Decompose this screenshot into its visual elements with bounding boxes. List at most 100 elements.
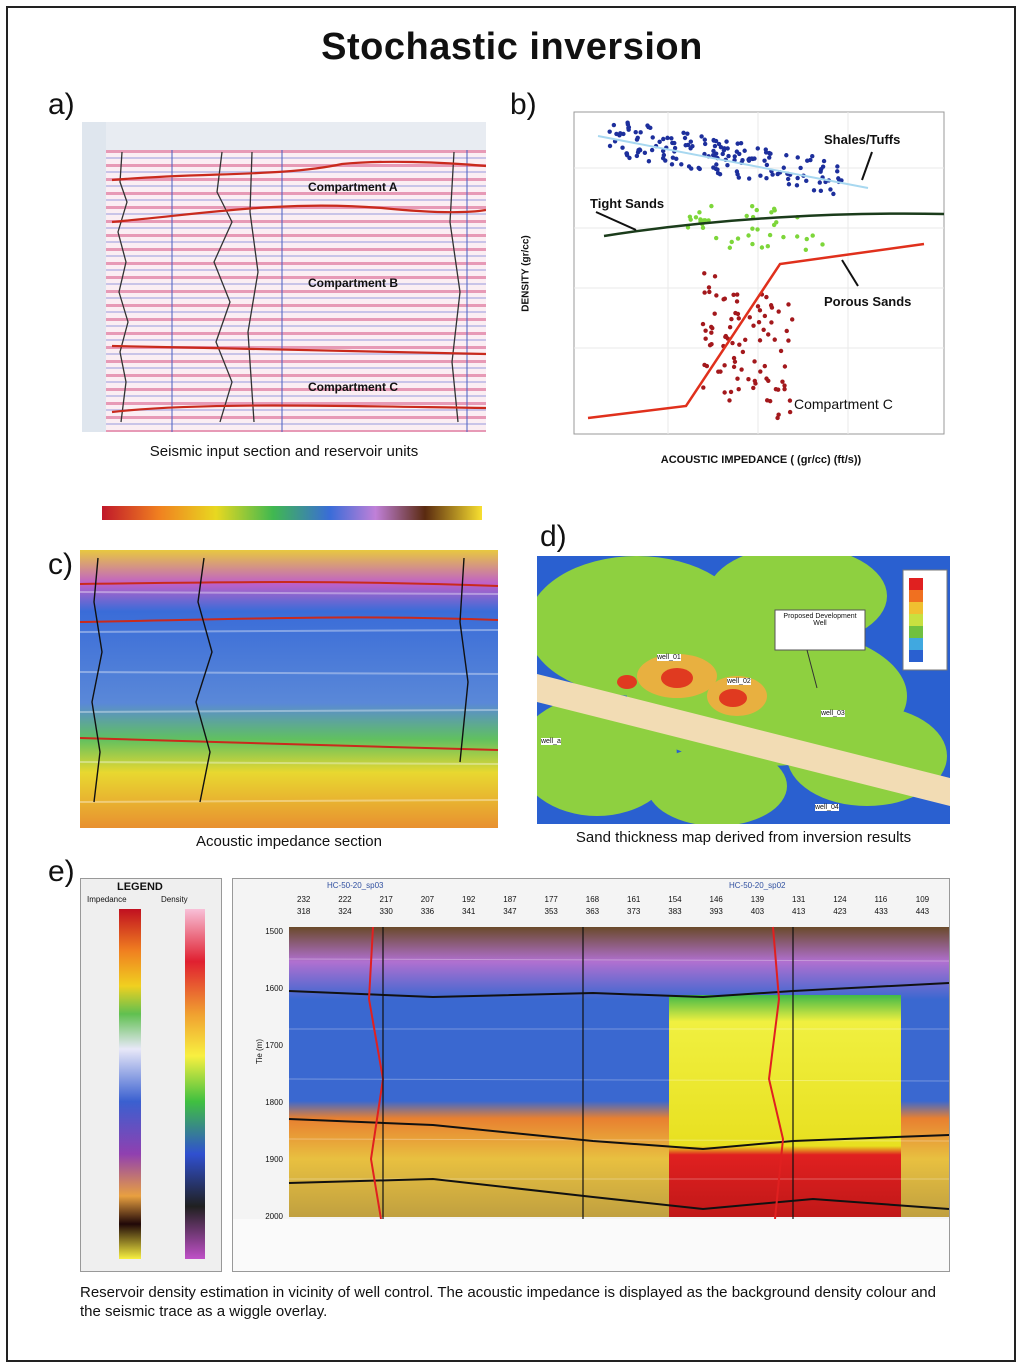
crossplot-point xyxy=(828,187,833,192)
cdp-number: 413 xyxy=(792,907,806,916)
crossplot-point xyxy=(687,214,693,219)
crossplot-point xyxy=(627,155,632,161)
crossplot-point xyxy=(767,155,772,160)
crossplot-point xyxy=(709,330,714,335)
crossplot-point xyxy=(794,183,800,188)
cdp-number: 318 xyxy=(297,907,311,916)
crossplot-point xyxy=(645,123,650,128)
crossplot-point xyxy=(723,334,728,340)
crossplot-point xyxy=(736,316,741,321)
crossplot-point xyxy=(638,130,643,135)
crossplot-point xyxy=(685,225,691,230)
crossplot-point xyxy=(637,147,642,152)
trace-number: 192 xyxy=(462,895,476,904)
crossplot-point xyxy=(728,389,734,395)
crossplot-point xyxy=(702,151,707,157)
trace-number: 124 xyxy=(833,895,847,904)
cdp-number: 341 xyxy=(462,907,476,916)
crossplot-point xyxy=(716,141,722,147)
depth-tick: 1700 xyxy=(265,1041,283,1050)
crossplot-point xyxy=(738,141,744,146)
crossplot-point xyxy=(681,130,686,135)
crossplot-point xyxy=(746,176,752,181)
crossplot-point xyxy=(805,158,810,163)
crossplot-point xyxy=(736,387,741,392)
map-well-02: well_02 xyxy=(727,678,751,685)
crossplot-point xyxy=(755,227,760,232)
trace-number: 187 xyxy=(503,895,517,904)
crossplot-point xyxy=(746,377,751,382)
crossplot-point xyxy=(764,176,769,181)
crossplot-point xyxy=(769,305,775,310)
crossplot-point xyxy=(732,154,737,159)
panel-e-caption: Reservoir density estimation in vicinity… xyxy=(80,1284,936,1320)
trace-number: 131 xyxy=(792,895,806,904)
crossplot-point xyxy=(649,147,655,153)
cdp-number: 353 xyxy=(544,907,558,916)
porous-sands-annotation: Porous Sands xyxy=(824,294,912,309)
crossplot-point xyxy=(669,136,674,141)
crossplot-point xyxy=(786,302,791,307)
crossplot-point xyxy=(817,180,822,185)
crossplot-point xyxy=(735,236,741,241)
crossplot-point xyxy=(752,359,757,364)
crossplot-point xyxy=(711,138,717,143)
trace-number: 154 xyxy=(668,895,682,904)
depth-tick: 1600 xyxy=(265,984,283,993)
legend-impedance-header: Impedance xyxy=(87,895,127,904)
crossplot-point xyxy=(679,162,684,167)
panel-d-label: d) xyxy=(540,520,567,553)
crossplot-point xyxy=(618,131,623,136)
trace-number: 217 xyxy=(379,895,393,904)
crossplot-point xyxy=(778,348,784,354)
crossplot-point xyxy=(685,131,690,136)
compartment-a-label: Compartment A xyxy=(308,180,398,194)
trace-number: 168 xyxy=(585,895,600,904)
legend-density-header: Density xyxy=(161,895,188,904)
crossplot-point xyxy=(704,363,710,369)
crossplot-y-axis-label: DENSITY (gr/cc) xyxy=(520,235,532,312)
crossplot-point xyxy=(700,321,706,327)
crossplot-point xyxy=(747,315,752,320)
crossplot-point xyxy=(758,173,763,178)
crossplot-point xyxy=(714,162,719,167)
trace-number: 139 xyxy=(750,895,765,904)
crossplot-point xyxy=(693,215,699,220)
crossplot-point xyxy=(757,338,763,343)
crossplot-point xyxy=(781,165,786,170)
depth-tick: 1800 xyxy=(265,1098,283,1107)
crossplot-point xyxy=(727,325,733,330)
crossplot-point xyxy=(784,153,789,158)
crossplot-point xyxy=(682,135,688,141)
crossplot-point xyxy=(804,178,809,184)
crossplot-point xyxy=(764,398,770,403)
crossplot-point xyxy=(646,159,652,164)
crossplot-point xyxy=(727,245,733,250)
crossplot-point xyxy=(722,390,727,395)
crossplot-point xyxy=(709,324,714,330)
panel-e-legend: LEGEND Impedance Density xyxy=(80,878,222,1272)
crossplot-point xyxy=(734,299,740,304)
depth-axis-label: Tie (m) xyxy=(255,1038,265,1065)
trace-number: 161 xyxy=(627,895,641,904)
crossplot-point xyxy=(725,162,730,168)
crossplot-point xyxy=(707,289,712,295)
crossplot-point xyxy=(782,386,787,392)
crossplot-point xyxy=(711,148,716,154)
crossplot-point xyxy=(642,150,648,156)
crossplot-point xyxy=(764,162,770,168)
crossplot-point xyxy=(811,188,817,193)
panel-e-top-axis: HC-50-20_sp03 HC-50-20_sp02 232 318 222 324… xyxy=(289,881,949,925)
crossplot-point xyxy=(731,292,736,298)
crossplot-point xyxy=(722,296,728,301)
panel-d-caption: Sand thickness map derived from inversio… xyxy=(575,829,912,846)
crossplot-point xyxy=(735,292,740,297)
legend-title: LEGEND xyxy=(117,881,163,893)
crossplot-point xyxy=(626,125,632,130)
crossplot-point xyxy=(700,225,706,231)
compartment-b-label: Compartment B xyxy=(308,276,399,290)
crossplot-point xyxy=(790,317,795,322)
crossplot-point xyxy=(702,271,707,276)
crossplot-point xyxy=(661,136,666,142)
panel-a-caption: Seismic input section and reservoir unit… xyxy=(149,443,419,460)
